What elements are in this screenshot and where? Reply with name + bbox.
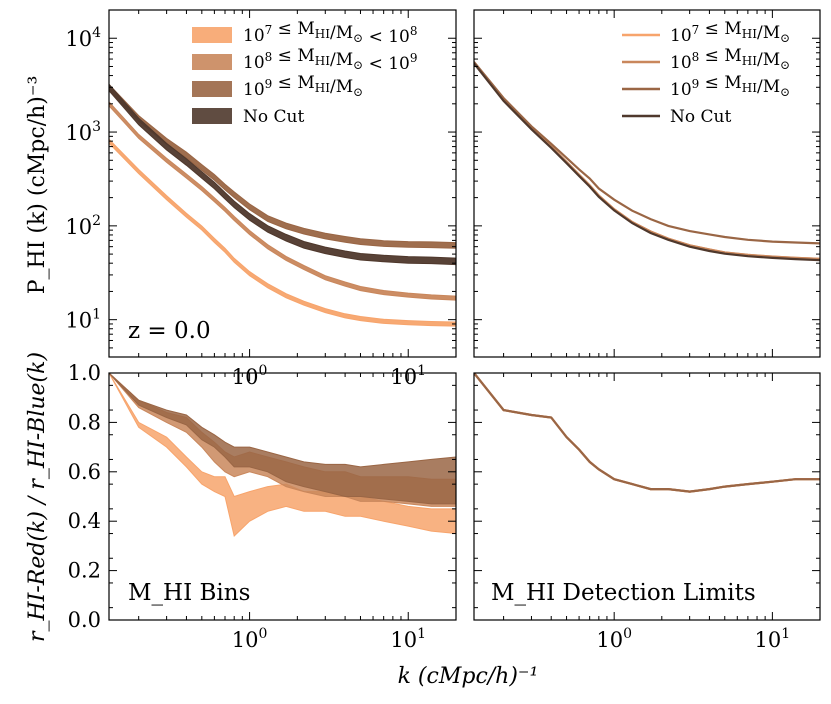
y-tick-label: 103 <box>65 119 101 145</box>
series-band <box>109 83 456 249</box>
legend-label: 108 ≤ MHI/M⊙ <box>670 46 790 73</box>
series-line <box>474 61 820 245</box>
legend-label: No Cut <box>670 107 731 127</box>
plot-area <box>109 83 456 327</box>
y-axis-label-top: P_HI (k) (cMpc/h)⁻³ <box>25 76 50 295</box>
axes-frame <box>108 9 457 358</box>
detection-limits-label: M_HI Detection Limits <box>491 580 756 606</box>
series-band <box>109 83 456 266</box>
x-axis-label: k (cMpc/h)⁻¹ <box>398 664 539 689</box>
y-tick-label: 0.4 <box>68 509 101 533</box>
y-tick-label: 0.8 <box>68 410 101 434</box>
y-tick-label: 104 <box>65 25 101 51</box>
series-line <box>474 373 820 493</box>
series-band <box>109 138 456 327</box>
x-tick-label: 100 <box>232 626 268 652</box>
x-tick-label: 100 <box>596 626 632 652</box>
legend-swatch <box>192 27 232 43</box>
axes-frame <box>473 9 821 358</box>
y-tick-label: 0.6 <box>68 460 101 484</box>
legend-swatch <box>192 108 232 124</box>
plot-area <box>109 373 456 537</box>
x-tick-label: 100 <box>232 363 268 389</box>
x-tick-label: 101 <box>390 626 426 652</box>
y-axis-label-bottom: r_HI-Red(k) / r_HI-Blue(k) <box>25 352 50 642</box>
series-band <box>109 373 456 537</box>
panel-bottom-left: 100 101 0.0 0.2 0.4 0.6 0.8 1.0 <box>68 361 457 652</box>
y-tick-label: 1.0 <box>68 361 101 385</box>
panel-top-left: 100 101 101 102 103 104 <box>65 9 457 389</box>
y-tick-label: 0.0 <box>68 608 101 632</box>
panel-top-right <box>473 9 821 358</box>
y-tick-label: 0.2 <box>68 559 101 583</box>
plot-area <box>474 61 820 262</box>
redshift-label: z = 0.0 <box>128 318 211 344</box>
legend-label: 107 ≤ MHI/M⊙ < 108 <box>243 19 418 47</box>
y-tick-label: 102 <box>65 213 101 239</box>
legend-label: 107 ≤ MHI/M⊙ <box>670 19 790 46</box>
series-band <box>109 101 456 301</box>
series-line <box>474 62 820 262</box>
legend-label: 108 ≤ MHI/M⊙ < 109 <box>243 46 418 74</box>
panel-bottom-right: 100 101 <box>473 372 821 652</box>
axes-frame <box>473 372 821 621</box>
legend-swatch <box>192 81 232 97</box>
legend-label: No Cut <box>243 107 304 127</box>
x-tick-label: 101 <box>755 626 791 652</box>
legend-label: 109 ≤ MHI/M⊙ <box>670 73 790 100</box>
series-line <box>474 373 820 493</box>
bins-label: M_HI Bins <box>128 580 250 606</box>
series-line <box>474 373 820 493</box>
axes-frame <box>108 372 457 621</box>
y-tick-label: 101 <box>65 307 101 333</box>
legend-swatch <box>192 54 232 70</box>
series-band <box>109 373 456 505</box>
plot-area <box>474 373 820 493</box>
legend-label: 109 ≤ MHI/M⊙ <box>243 73 363 100</box>
x-tick-label: 101 <box>390 363 426 389</box>
